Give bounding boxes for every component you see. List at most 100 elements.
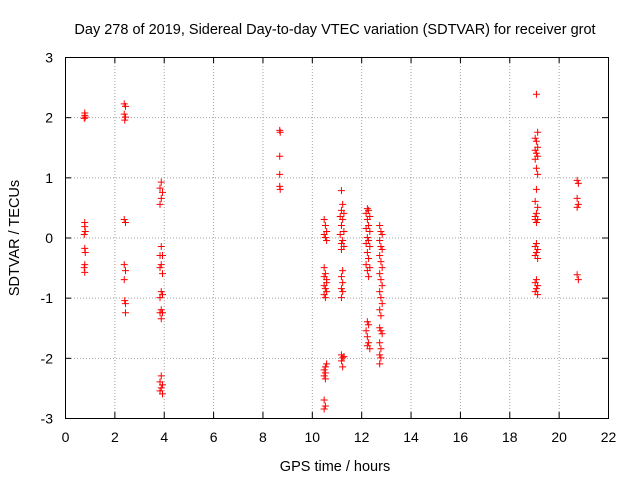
data-point (80, 230, 88, 238)
data-point (276, 185, 284, 193)
y-tick-label: -1 (41, 290, 54, 306)
data-point (362, 261, 370, 269)
data-point (320, 273, 328, 281)
data-point (376, 221, 384, 229)
data-point (158, 252, 166, 260)
x-tick-label: 10 (305, 429, 321, 445)
data-point (362, 327, 370, 335)
data-point (532, 209, 540, 217)
data-point (531, 134, 539, 142)
data-point (120, 110, 128, 118)
data-point (276, 128, 284, 136)
x-tick-label: 14 (403, 429, 419, 445)
data-point (532, 218, 540, 226)
data-point (81, 268, 89, 276)
data-point (532, 90, 540, 98)
data-point (339, 354, 347, 362)
data-point (531, 155, 539, 163)
data-point (121, 116, 129, 124)
data-point (363, 205, 371, 213)
x-tick-label: 2 (111, 429, 119, 445)
data-point (321, 375, 329, 383)
y-tick-label: 2 (45, 110, 53, 126)
data-point (362, 224, 370, 232)
x-tick-label: 20 (551, 429, 567, 445)
data-point (321, 234, 329, 241)
data-point (321, 270, 329, 278)
data-point (363, 215, 371, 223)
data-point (574, 276, 582, 284)
data-point (339, 288, 347, 296)
data-point (321, 363, 329, 371)
data-point (376, 288, 384, 296)
data-point (120, 261, 128, 269)
data-point (532, 276, 540, 284)
data-point (321, 369, 329, 377)
data-point (339, 267, 347, 275)
x-tick-label: 8 (259, 429, 267, 445)
data-point (377, 294, 385, 302)
data-point (121, 267, 129, 275)
x-tick-label: 16 (453, 429, 469, 445)
data-point (121, 297, 129, 305)
data-point (532, 185, 540, 193)
data-point (158, 309, 166, 317)
data-point (276, 170, 284, 178)
data-point (574, 200, 582, 208)
chart-title: Day 278 of 2019, Sidereal Day-to-day VTE… (74, 22, 595, 38)
data-point (339, 363, 347, 371)
data-point (339, 215, 347, 223)
data-point (337, 357, 345, 365)
y-tick-label: 1 (45, 170, 53, 186)
data-point (376, 339, 384, 347)
data-point (573, 203, 581, 211)
data-point (337, 187, 345, 195)
data-point (362, 209, 370, 217)
data-point (339, 279, 347, 287)
data-point (534, 255, 542, 263)
data-point (532, 149, 540, 157)
data-point (120, 276, 128, 284)
data-point (363, 249, 371, 257)
data-point (363, 267, 371, 275)
data-point (532, 285, 540, 293)
data-point (81, 227, 89, 235)
data-point (157, 315, 165, 323)
data-point (366, 227, 374, 235)
data-point (337, 294, 345, 302)
data-point (157, 243, 165, 251)
data-point (339, 200, 347, 208)
data-point (120, 215, 128, 223)
data-point (376, 324, 384, 332)
data-point (158, 188, 166, 196)
data-point (573, 176, 581, 184)
data-point (121, 102, 129, 110)
data-point (532, 164, 540, 172)
data-point (534, 203, 542, 211)
data-point (323, 279, 331, 287)
y-axis-label: SDTVAR / TECUs (7, 180, 23, 296)
data-point (157, 384, 165, 392)
data-point (532, 249, 540, 257)
data-point (573, 271, 581, 279)
data-point (376, 252, 384, 260)
data-point (80, 114, 88, 122)
data-point (532, 240, 540, 248)
data-point (156, 264, 164, 272)
data-point (157, 288, 165, 296)
data-point (156, 184, 164, 192)
data-point (376, 360, 384, 368)
y-tick-label: -3 (41, 411, 54, 427)
data-point (337, 246, 345, 254)
data-point (157, 306, 165, 314)
data-point (320, 264, 328, 272)
data-point (321, 294, 329, 302)
data-point (366, 243, 374, 251)
data-point (377, 345, 385, 353)
data-point (365, 255, 373, 263)
data-point (336, 230, 344, 238)
x-tick-label: 18 (502, 429, 518, 445)
data-point (531, 197, 539, 205)
data-point (534, 246, 542, 254)
